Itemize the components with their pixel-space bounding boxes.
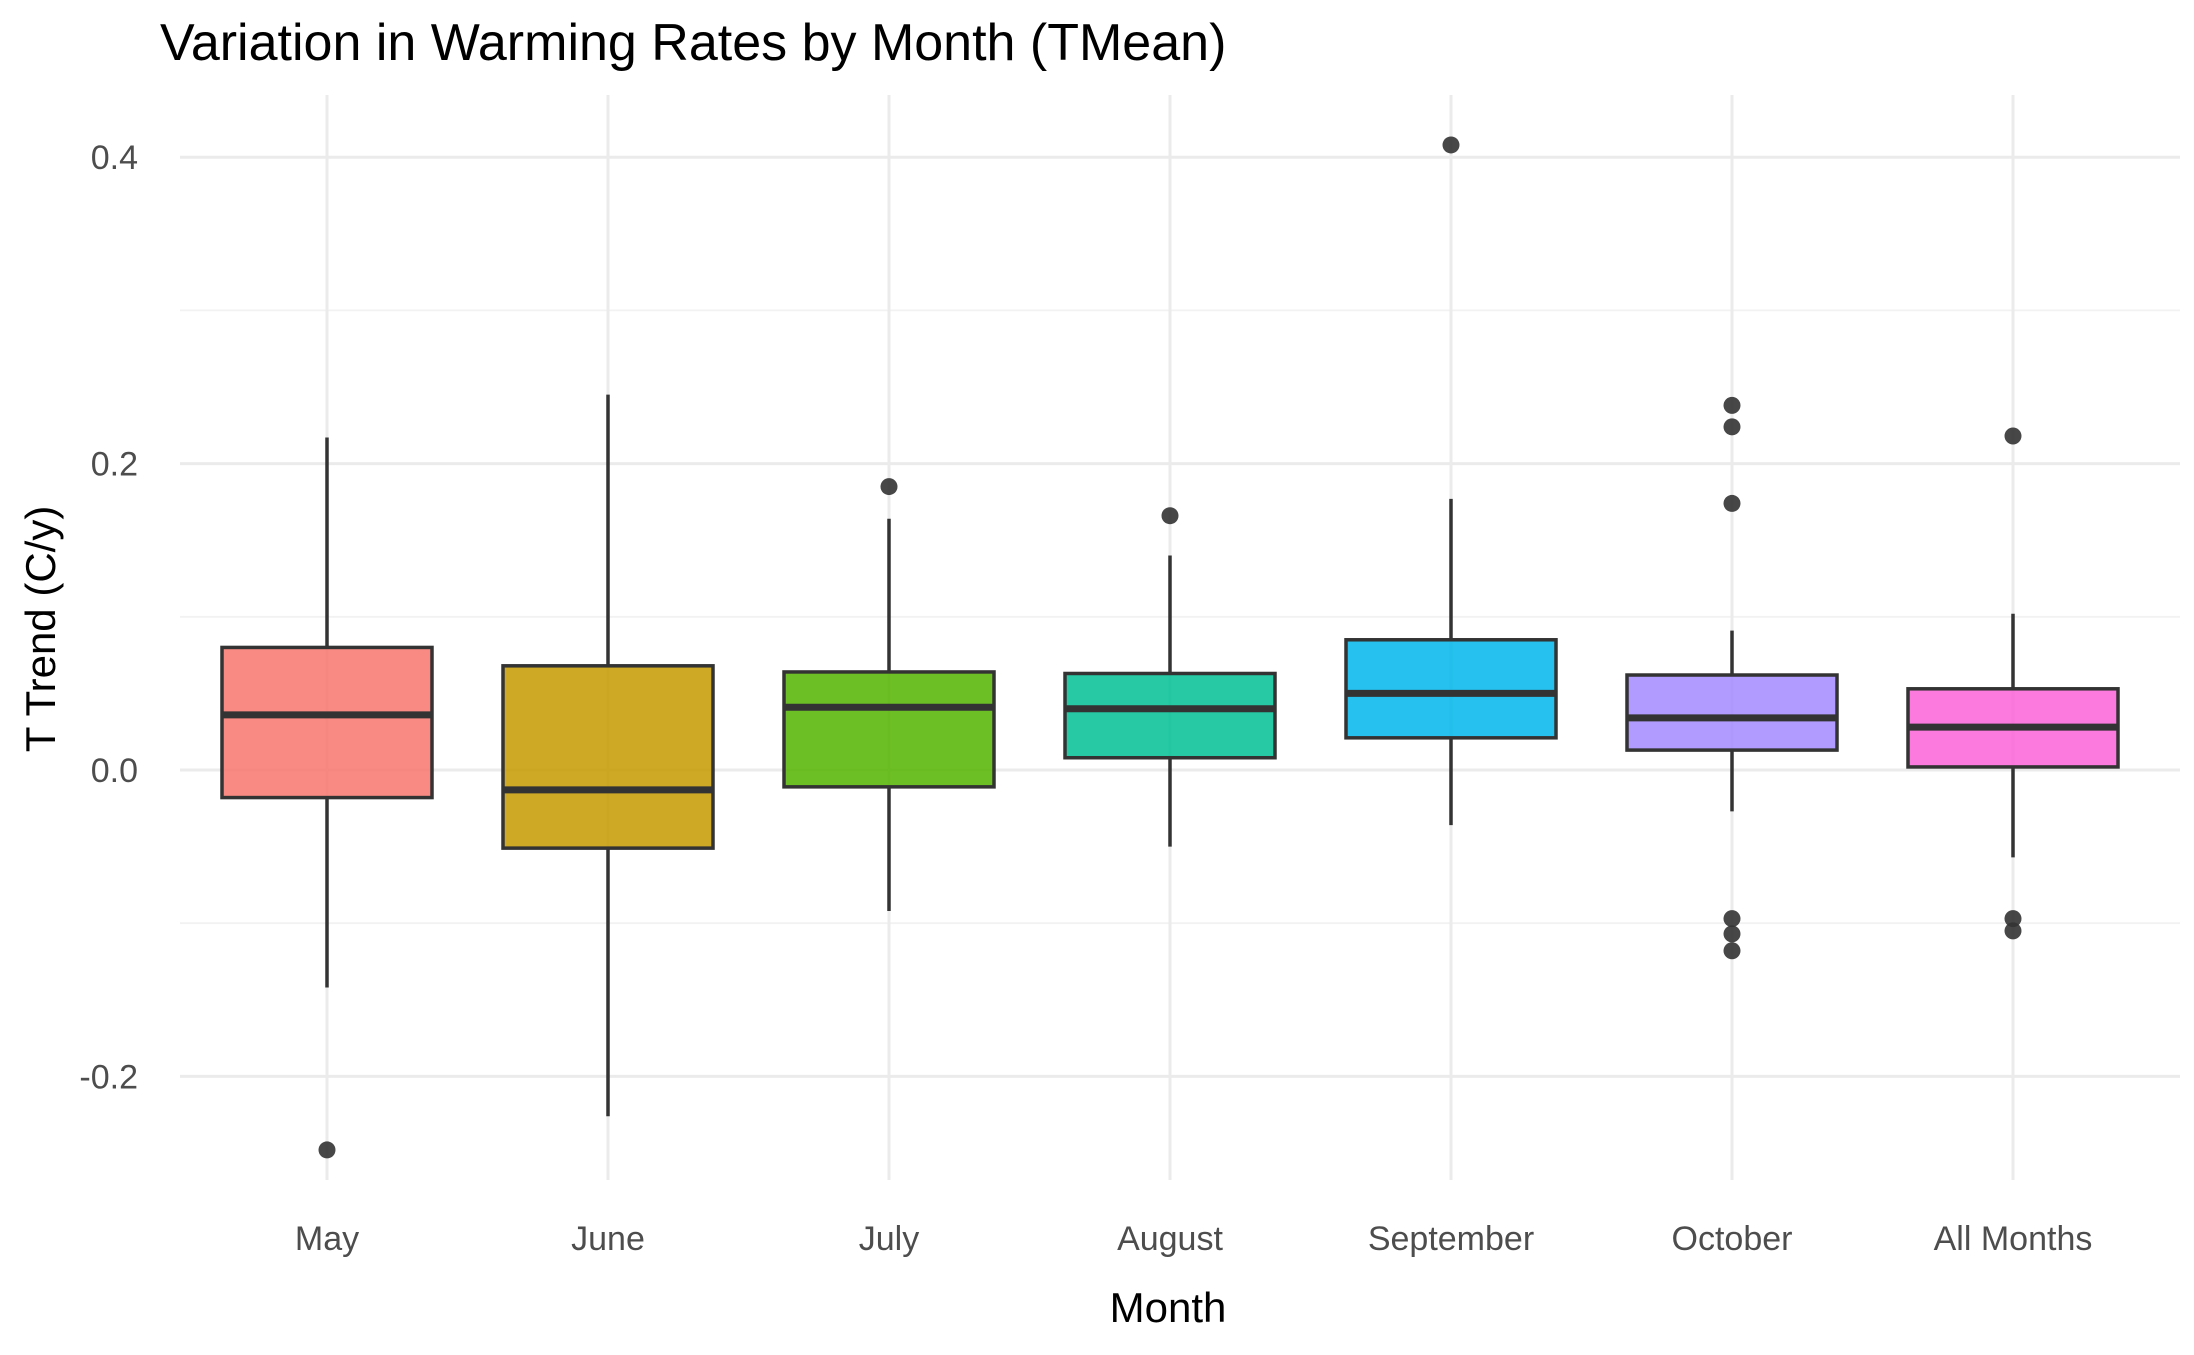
box-iqr (1063, 671, 1277, 760)
y-tick-label: 0.4 (91, 139, 138, 177)
x-axis-title: Month (1110, 1284, 1227, 1331)
x-tick-label: September (1368, 1220, 1534, 1258)
outlier-point (1723, 910, 1741, 928)
box-june (501, 394, 715, 1117)
box-september (1344, 136, 1558, 826)
box-may (220, 437, 434, 1159)
outlier-point (2004, 427, 2022, 445)
y-tick-label: 0.0 (91, 752, 138, 790)
box-iqr (1344, 638, 1558, 740)
x-tick-label: October (1672, 1220, 1793, 1258)
x-tick-label: May (295, 1220, 359, 1258)
boxplot-series (220, 136, 2120, 1159)
box-all-months (1906, 427, 2120, 940)
y-tick-label: 0.2 (91, 446, 138, 484)
gridlines (180, 95, 2180, 1180)
outlier-point (1723, 925, 1741, 943)
box-iqr (782, 670, 996, 789)
box-july (782, 478, 996, 911)
chart-title: Variation in Warming Rates by Month (TMe… (160, 14, 1226, 72)
box-october (1625, 396, 1839, 960)
outlier-point (2004, 922, 2022, 940)
box-iqr (220, 645, 434, 800)
outlier-point (880, 478, 898, 496)
outlier-point (2004, 910, 2022, 928)
box-august (1063, 507, 1277, 847)
y-tick-label: -0.2 (79, 1058, 138, 1096)
outlier-point (1723, 396, 1741, 414)
x-tick-label: All Months (1934, 1220, 2093, 1258)
outlier-point (1723, 418, 1741, 436)
outlier-point (1723, 942, 1741, 960)
y-axis-title: T Trend (C/y) (17, 506, 64, 753)
box-iqr (501, 664, 715, 850)
x-tick-label: July (859, 1220, 919, 1258)
outlier-point (1723, 494, 1741, 512)
box-iqr (1625, 673, 1839, 752)
x-tick-label: August (1117, 1220, 1223, 1258)
tick-labels: -0.2 0.0 0.2 0.4 May June July August September O… (79, 139, 2092, 1258)
outlier-point (1161, 507, 1179, 525)
x-tick-label: June (571, 1220, 645, 1258)
outlier-point (1442, 136, 1460, 154)
outlier-point (318, 1141, 336, 1159)
